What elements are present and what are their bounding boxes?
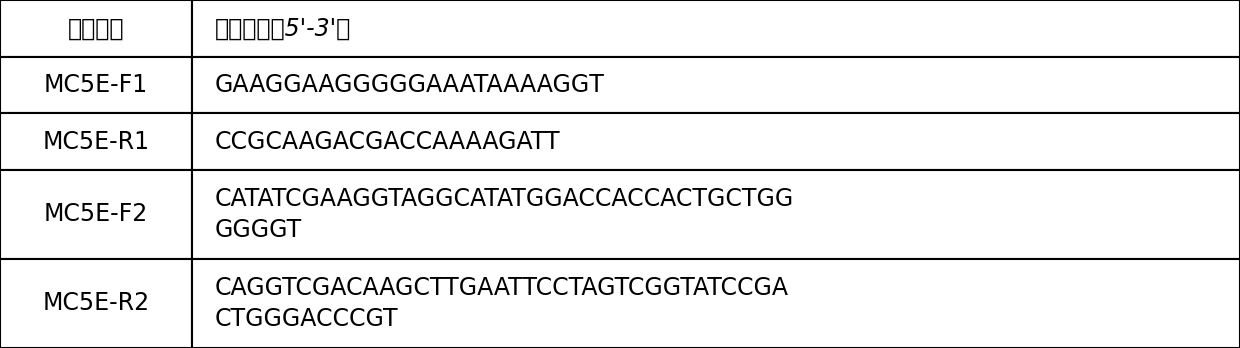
Text: CAGGTCGACAAGCTTGAATTCCTAGTCGGTATCCGA
CTGGGACCCGT: CAGGTCGACAAGCTTGAATTCCTAGTCGGTATCCGA CTG…	[215, 276, 789, 331]
FancyBboxPatch shape	[192, 57, 1240, 113]
FancyBboxPatch shape	[192, 170, 1240, 259]
FancyBboxPatch shape	[0, 0, 192, 57]
Text: MC5E-F2: MC5E-F2	[43, 203, 149, 227]
Text: MC5E-F1: MC5E-F1	[45, 73, 148, 97]
Text: GAAGGAAGGGGGAAATAAAAGGТ: GAAGGAAGGGGGAAATAAAAGGТ	[215, 73, 604, 97]
Text: 引物名称: 引物名称	[68, 16, 124, 40]
FancyBboxPatch shape	[192, 259, 1240, 348]
Text: MC5E-R1: MC5E-R1	[42, 129, 150, 153]
Text: CCGCAAGACGACCAAAAGATT: CCGCAAGACGACCAAAAGATT	[215, 129, 560, 153]
FancyBboxPatch shape	[0, 57, 192, 113]
Text: CATATCGAAGGTAGGCATATGGACCACCACTGCTGG
GGGGT: CATATCGAAGGTAGGCATATGGACCACCACTGCTGG GGG…	[215, 187, 794, 242]
FancyBboxPatch shape	[192, 0, 1240, 57]
FancyBboxPatch shape	[192, 113, 1240, 170]
Text: 引物序列（5'-3'）: 引物序列（5'-3'）	[215, 16, 351, 40]
FancyBboxPatch shape	[0, 259, 192, 348]
Text: MC5E-R2: MC5E-R2	[42, 292, 150, 316]
FancyBboxPatch shape	[0, 113, 192, 170]
FancyBboxPatch shape	[0, 170, 192, 259]
